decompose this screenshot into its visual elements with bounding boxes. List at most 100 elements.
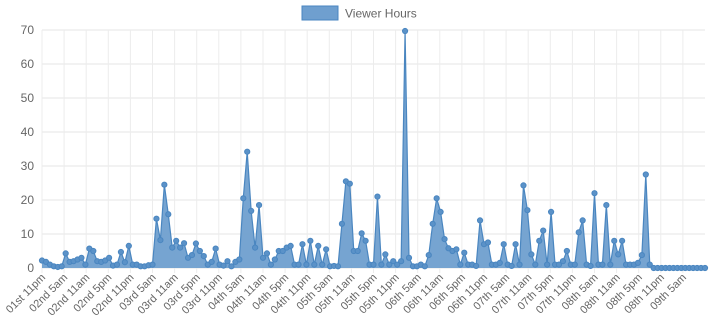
- data-point[interactable]: [473, 262, 480, 270]
- data-point[interactable]: [220, 262, 227, 269]
- data-point[interactable]: [405, 254, 413, 261]
- data-point[interactable]: [263, 250, 271, 257]
- data-point[interactable]: [532, 261, 539, 268]
- data-point[interactable]: [619, 237, 626, 244]
- data-point[interactable]: [279, 247, 286, 255]
- data-point[interactable]: [615, 251, 622, 258]
- data-point[interactable]: [153, 215, 160, 222]
- data-point[interactable]: [563, 247, 570, 255]
- data-point[interactable]: [571, 261, 578, 268]
- data-point[interactable]: [267, 261, 274, 268]
- data-point[interactable]: [575, 229, 582, 236]
- data-point[interactable]: [540, 227, 547, 234]
- data-point[interactable]: [180, 240, 188, 247]
- data-point[interactable]: [78, 254, 85, 261]
- data-point[interactable]: [165, 211, 172, 218]
- data-point[interactable]: [433, 195, 440, 202]
- data-point[interactable]: [453, 246, 460, 253]
- data-point[interactable]: [82, 261, 89, 268]
- data-point[interactable]: [484, 239, 492, 246]
- data-point[interactable]: [113, 261, 121, 268]
- data-point[interactable]: [240, 195, 247, 202]
- data-point[interactable]: [374, 193, 381, 200]
- data-point[interactable]: [212, 245, 219, 252]
- data-point[interactable]: [196, 247, 203, 255]
- data-point[interactable]: [315, 242, 322, 249]
- data-point[interactable]: [461, 249, 468, 256]
- data-point[interactable]: [603, 202, 610, 209]
- data-point[interactable]: [512, 241, 519, 248]
- data-point[interactable]: [157, 237, 164, 244]
- data-point[interactable]: [299, 241, 306, 248]
- data-point[interactable]: [646, 261, 653, 268]
- data-point[interactable]: [90, 247, 97, 255]
- data-point[interactable]: [611, 237, 618, 244]
- data-point[interactable]: [579, 217, 586, 224]
- data-point[interactable]: [591, 190, 598, 197]
- data-point[interactable]: [125, 242, 132, 249]
- data-point[interactable]: [476, 217, 484, 224]
- data-point[interactable]: [200, 253, 207, 260]
- data-point[interactable]: [338, 220, 346, 227]
- legend-label[interactable]: Viewer Hours: [345, 7, 417, 21]
- data-point[interactable]: [642, 171, 649, 178]
- data-point[interactable]: [638, 251, 645, 259]
- data-point[interactable]: [520, 182, 527, 189]
- data-point[interactable]: [544, 261, 551, 268]
- data-point[interactable]: [457, 261, 464, 268]
- data-point[interactable]: [169, 244, 176, 251]
- data-point[interactable]: [398, 258, 405, 265]
- data-point[interactable]: [188, 251, 196, 259]
- data-point[interactable]: [192, 240, 200, 247]
- data-point[interactable]: [496, 259, 503, 266]
- data-point[interactable]: [319, 261, 326, 268]
- data-point[interactable]: [303, 261, 310, 268]
- data-point[interactable]: [421, 263, 428, 270]
- data-point[interactable]: [362, 237, 369, 244]
- data-point[interactable]: [429, 220, 436, 227]
- data-point[interactable]: [390, 258, 397, 265]
- data-point[interactable]: [252, 244, 259, 251]
- data-point[interactable]: [528, 251, 535, 258]
- data-point[interactable]: [228, 263, 235, 270]
- data-point[interactable]: [121, 259, 128, 266]
- data-point[interactable]: [508, 262, 515, 270]
- data-point[interactable]: [173, 237, 180, 244]
- data-point[interactable]: [607, 261, 614, 268]
- data-point[interactable]: [425, 251, 432, 259]
- data-point[interactable]: [271, 256, 278, 263]
- data-point[interactable]: [634, 259, 642, 266]
- data-point[interactable]: [307, 237, 314, 244]
- data-point[interactable]: [500, 241, 507, 248]
- data-point[interactable]: [394, 261, 401, 268]
- data-point[interactable]: [559, 258, 567, 265]
- data-point[interactable]: [382, 251, 389, 258]
- data-point[interactable]: [244, 148, 251, 155]
- data-point[interactable]: [236, 256, 243, 263]
- data-point[interactable]: [323, 246, 330, 253]
- data-point[interactable]: [378, 261, 385, 268]
- data-point[interactable]: [587, 262, 594, 270]
- data-point[interactable]: [437, 208, 444, 215]
- data-point[interactable]: [516, 261, 523, 268]
- data-point[interactable]: [248, 207, 255, 214]
- data-point[interactable]: [701, 264, 709, 272]
- data-point[interactable]: [208, 258, 215, 265]
- data-point[interactable]: [287, 242, 294, 249]
- data-point[interactable]: [105, 254, 113, 261]
- data-point[interactable]: [346, 180, 353, 187]
- data-point[interactable]: [311, 261, 318, 268]
- data-point[interactable]: [295, 261, 302, 268]
- data-point[interactable]: [370, 261, 377, 268]
- data-point[interactable]: [161, 181, 168, 188]
- legend-swatch[interactable]: [301, 5, 339, 21]
- data-point[interactable]: [117, 248, 125, 256]
- data-point[interactable]: [524, 207, 531, 214]
- data-point[interactable]: [536, 237, 543, 244]
- data-point[interactable]: [62, 250, 69, 257]
- data-point[interactable]: [547, 208, 555, 215]
- data-point[interactable]: [259, 254, 267, 261]
- data-point[interactable]: [599, 261, 606, 268]
- data-point[interactable]: [386, 261, 393, 268]
- data-point[interactable]: [334, 263, 342, 270]
